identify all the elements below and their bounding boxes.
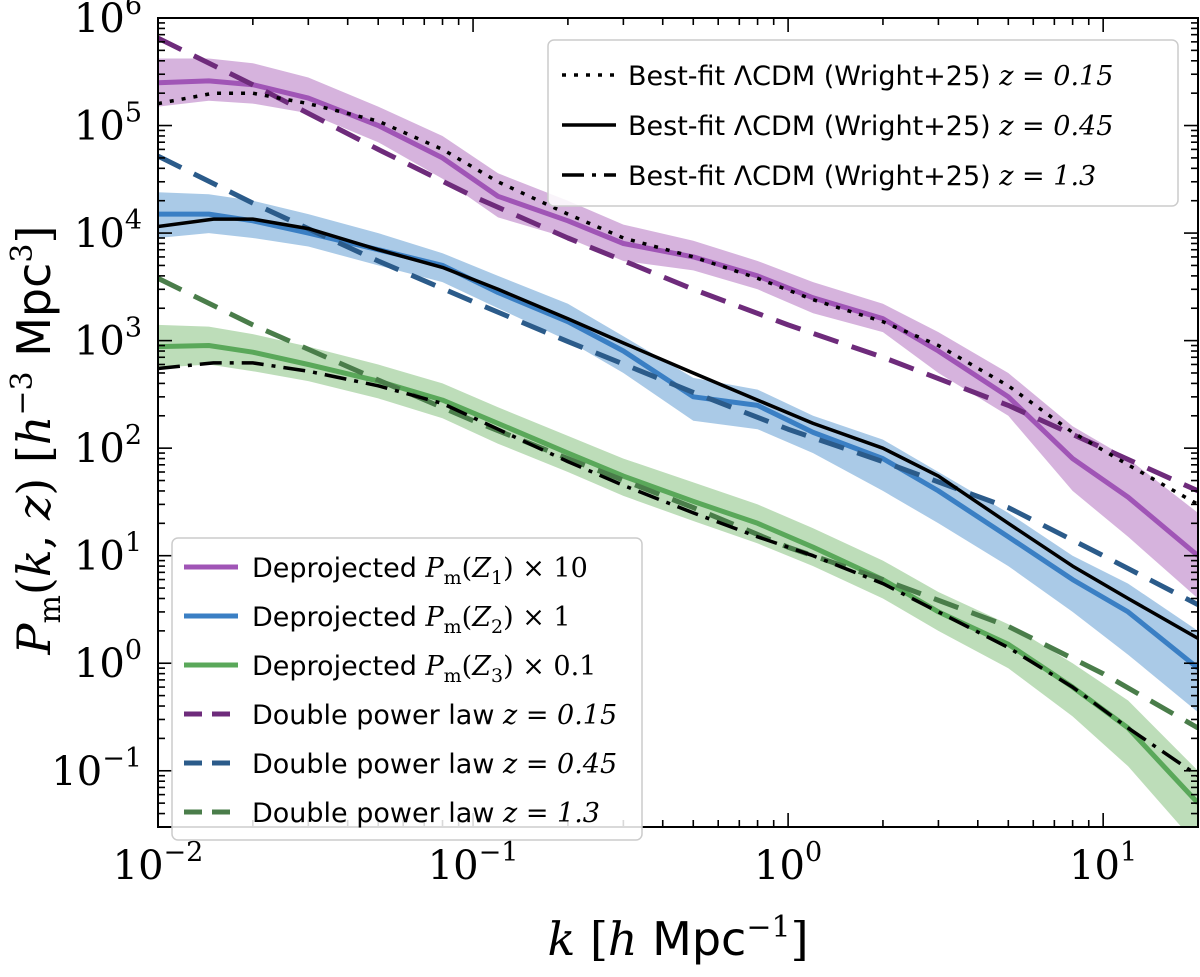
x-tick-label: 10−2 <box>113 837 204 889</box>
y-tick-label: 100 <box>74 635 142 687</box>
legend-lower-label: Double power law z = 0.15 <box>252 700 617 731</box>
legend-lower-label: Double power law z = 0.45 <box>252 749 617 780</box>
legend-upper-box <box>547 39 1179 207</box>
y-tick-label: 106 <box>74 0 142 42</box>
y-tick-label: 102 <box>74 420 142 472</box>
y-tick-label: 105 <box>74 98 142 150</box>
series-line-7 <box>158 217 1198 640</box>
legend-lower-box <box>171 537 643 841</box>
legend-lower-label: Double power law z = 1.3 <box>252 798 600 829</box>
y-tick-label: 104 <box>74 205 142 257</box>
series-lines <box>158 35 1198 805</box>
y-tick-label: 101 <box>74 528 142 580</box>
legend-upper-label: Best-fit ΛCDM (Wright+25) z = 0.45 <box>628 111 1113 142</box>
y-axis-label: Pm(k, z) [h−3 Mpc3] <box>5 226 68 656</box>
legend-upper: Best-fit ΛCDM (Wright+25) z = 0.15 Best-f… <box>547 39 1179 207</box>
x-axis-label: k [h Mpc−1] <box>547 910 808 966</box>
series-line-2 <box>158 343 1198 805</box>
legend-lower-label: Deprojected Pm(Z2) × 1 <box>252 602 571 638</box>
y-tick-label: 103 <box>74 313 142 365</box>
y-tick-label: 10−1 <box>51 743 142 795</box>
legend-lower: Deprojected Pm(Z1) × 10 Deprojected Pm(Z2… <box>171 537 643 841</box>
plot-frame <box>157 17 1199 828</box>
series-line-8 <box>158 361 1198 778</box>
series-line-0 <box>158 78 1198 558</box>
legend-lower-label: Deprojected Pm(Z3) × 0.1 <box>252 651 596 687</box>
x-tick-label: 10−1 <box>428 837 519 889</box>
legend-upper-label: Best-fit ΛCDM (Wright+25) z = 0.15 <box>628 61 1113 92</box>
axes: 10−2 10−1 100 101 10−1 100 101 102 103 104 105 106 <box>51 0 1199 889</box>
x-tick-label: 100 <box>754 837 822 889</box>
axis-labels: k [h Mpc−1] Pm(k, z) [h−3 Mpc3] <box>5 226 809 966</box>
series-line-3 <box>158 35 1198 494</box>
series-line-5 <box>158 276 1198 731</box>
series-line-1 <box>158 211 1198 671</box>
series-line-4 <box>158 153 1198 607</box>
legend-lower-label: Deprojected Pm(Z1) × 10 <box>252 553 588 589</box>
legend-upper-label: Best-fit ΛCDM (Wright+25) z = 1.3 <box>628 161 1096 192</box>
x-tick-label: 101 <box>1069 837 1137 889</box>
